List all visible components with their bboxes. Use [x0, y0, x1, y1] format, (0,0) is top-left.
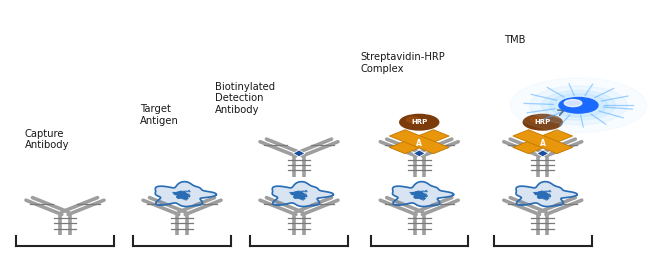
Circle shape: [407, 117, 421, 122]
Polygon shape: [513, 130, 573, 154]
Text: Streptavidin-HRP
Complex: Streptavidin-HRP Complex: [361, 52, 445, 74]
Text: A: A: [540, 139, 546, 147]
Polygon shape: [389, 130, 449, 154]
Circle shape: [564, 100, 582, 107]
Circle shape: [523, 114, 562, 130]
Polygon shape: [516, 182, 577, 206]
Circle shape: [559, 98, 598, 113]
Circle shape: [530, 86, 627, 125]
Text: Biotinylated
Detection
Antibody: Biotinylated Detection Antibody: [214, 82, 274, 115]
Polygon shape: [155, 182, 216, 206]
Circle shape: [549, 94, 608, 117]
Circle shape: [541, 90, 616, 120]
Polygon shape: [393, 182, 454, 206]
Polygon shape: [413, 150, 425, 157]
Text: Capture
Antibody: Capture Antibody: [25, 129, 69, 150]
Circle shape: [400, 114, 439, 130]
Circle shape: [510, 78, 647, 133]
Polygon shape: [293, 150, 305, 157]
Text: HRP: HRP: [534, 119, 551, 125]
Polygon shape: [537, 150, 549, 157]
Polygon shape: [389, 130, 449, 154]
Polygon shape: [513, 130, 573, 154]
Text: TMB: TMB: [504, 35, 525, 45]
Circle shape: [530, 117, 543, 122]
Text: Target
Antigen: Target Antigen: [140, 104, 179, 126]
Polygon shape: [272, 182, 333, 206]
Text: HRP: HRP: [411, 119, 428, 125]
Text: A: A: [416, 139, 422, 147]
